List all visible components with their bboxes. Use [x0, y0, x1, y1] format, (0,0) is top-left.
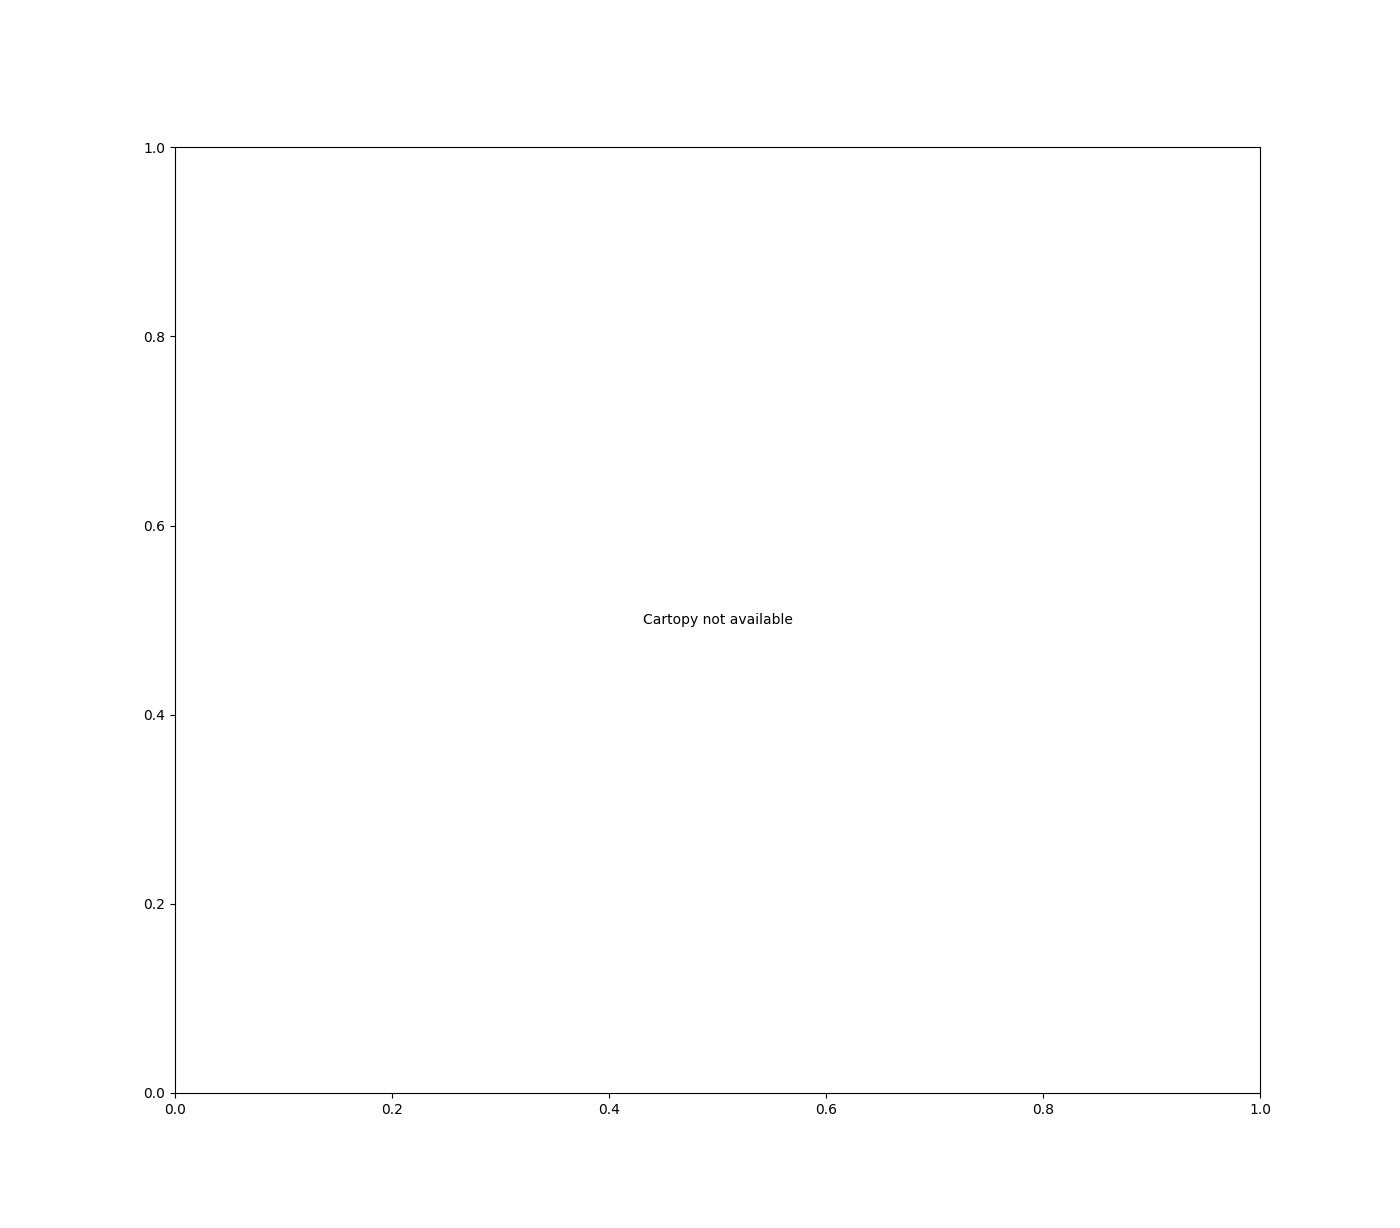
Text: Cartopy not available: Cartopy not available [643, 613, 792, 628]
